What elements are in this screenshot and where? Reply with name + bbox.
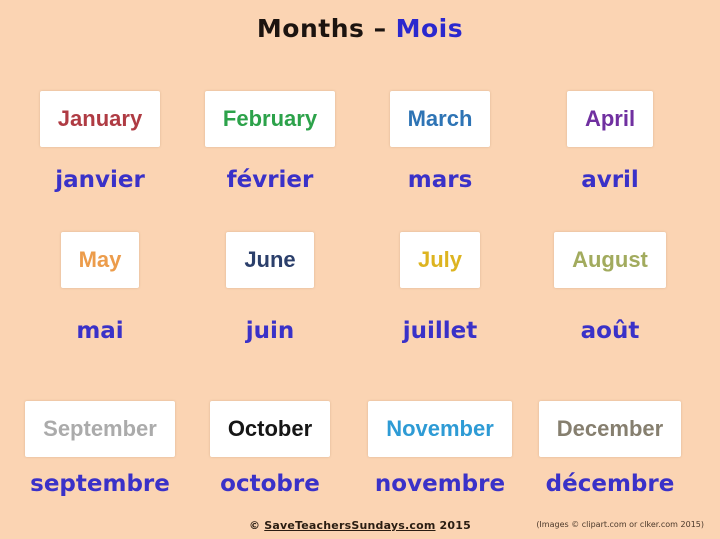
month-card-february: February: [204, 91, 336, 147]
copyright-symbol: ©: [249, 519, 261, 532]
month-card-label: February: [222, 106, 318, 131]
footer-site-name: SaveTeachersSundays.com: [264, 519, 436, 532]
month-card-june: June: [226, 232, 314, 288]
month-card-label: June: [244, 247, 296, 272]
french-row-1: janvier février mars avril: [15, 167, 695, 194]
french-label-juillet: juillet: [402, 318, 478, 344]
french-label-septembre: septembre: [30, 471, 170, 497]
month-card-label: July: [417, 247, 463, 272]
month-card-label: November: [386, 416, 494, 441]
cards-row-1: January February March April: [15, 91, 695, 147]
month-card-august: August: [554, 232, 666, 288]
month-card-july: July: [399, 232, 481, 288]
french-label-aout: août: [580, 318, 640, 344]
month-card-january: January: [39, 91, 161, 147]
month-card-september: September: [25, 401, 175, 457]
french-label-novembre: novembre: [374, 471, 506, 497]
month-card-label: December: [556, 416, 664, 441]
footer-copyright: © SaveTeachersSundays.com 2015: [0, 519, 720, 532]
month-card-label: March: [407, 106, 473, 131]
month-card-label: October: [227, 416, 313, 441]
french-label-avril: avril: [581, 167, 639, 193]
page-title: Months – Mois: [0, 0, 720, 44]
cards-row-3: September October November December: [15, 401, 695, 457]
month-card-may: May: [60, 232, 140, 288]
month-card-label: April: [584, 106, 636, 131]
cards-row-2: May June July August: [15, 232, 695, 288]
french-row-2: mai juin juillet août: [15, 318, 695, 345]
month-card-label: September: [43, 416, 157, 441]
french-label-fevrier: février: [226, 167, 314, 193]
month-card-april: April: [566, 91, 654, 147]
month-card-label: August: [572, 247, 648, 272]
month-card-label: May: [78, 247, 122, 272]
french-label-mars: mars: [407, 167, 473, 193]
french-label-janvier: janvier: [55, 167, 145, 193]
title-english: Months –: [256, 14, 387, 43]
french-label-decembre: décembre: [545, 471, 675, 497]
title-french: Mois: [395, 14, 464, 43]
french-label-mai: mai: [76, 318, 124, 344]
month-card-november: November: [368, 401, 512, 457]
french-label-juin: juin: [245, 318, 295, 344]
footer-year: 2015: [439, 519, 471, 532]
french-label-octobre: octobre: [220, 471, 320, 497]
month-card-march: March: [389, 91, 491, 147]
month-card-label: January: [57, 106, 143, 131]
month-card-december: December: [538, 401, 682, 457]
month-card-october: October: [209, 401, 331, 457]
footer-image-credit: (Images © clipart.com or clker.com 2015): [536, 520, 704, 529]
french-row-3: septembre octobre novembre décembre: [15, 471, 695, 498]
